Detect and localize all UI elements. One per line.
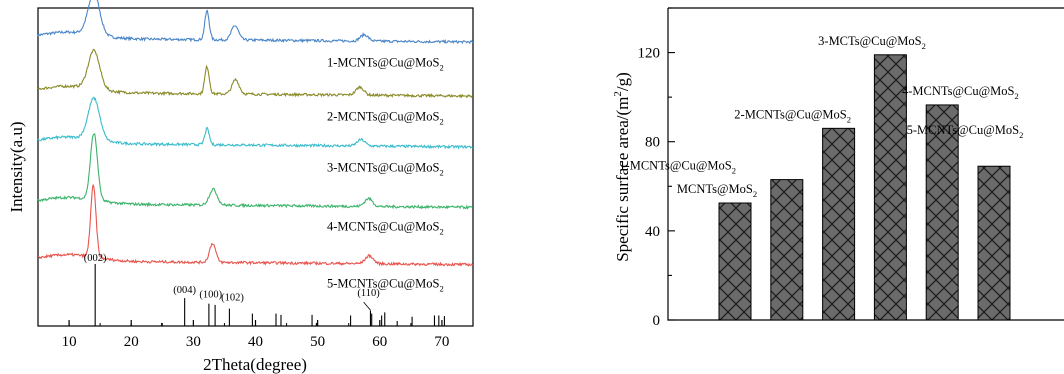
bar-y-axis-title-main: Specific surface area/(m [613,97,632,262]
bar-category-label: 5-MCNTs@Cu@MoS2 [907,123,1024,140]
xrd-series-label-sub: 2 [439,63,443,73]
xrd-y-axis-title: Intensity(a.u) [7,121,26,212]
xrd-x-tick-label: 20 [124,334,139,350]
bar-category-label: MCNTs@MoS2 [677,182,757,199]
xrd-x-tick-label: 60 [372,334,387,350]
xrd-series-label-sub: 2 [439,226,443,236]
xrd-series-label-sub: 2 [439,284,443,294]
xrd-series-label: 3-MCNTs@Cu@MoS2 [327,160,444,177]
xrd-x-tick-label: 70 [434,334,449,350]
xrd-series-label-main: 1-MCNTs@Cu@MoS [327,56,439,70]
xrd-series-label-sub: 2 [439,167,443,177]
xrd-series-label-main: 4-MCNTs@Cu@MoS [327,219,439,233]
xrd-series-label-sub: 2 [439,117,443,127]
xrd-peak-label: (004) [173,285,196,296]
bar-category-label-main: 5-MCNTs@Cu@MoS [907,123,1019,137]
xrd-chart: 10 20 30 40 50 60 70 (002) (004) (100) (102) (110)… [7,0,474,374]
xrd-110-pointer [363,301,371,311]
bar-category-label-sub: 2 [922,41,926,51]
xrd-x-tick-label: 50 [310,334,325,350]
xrd-series-label: 2-MCNTs@Cu@MoS2 [327,110,444,127]
xrd-series-label-main: 2-MCNTs@Cu@MoS [327,110,439,124]
xrd-series-line [37,96,474,150]
xrd-series-label-main: 5-MCNTs@Cu@MoS [327,277,439,291]
bar-category-label-main: 4-MCNTs@Cu@MoS [902,84,1014,98]
bar-category-label-sub: 2 [732,166,736,176]
xrd-series-label: 1-MCNTs@Cu@MoS2 [327,56,444,73]
bar-category-label-sub: 2 [1019,130,1023,140]
bar-category-label-main: 2-MCNTs@Cu@MoS [734,107,846,121]
xrd-x-tick-label: 30 [186,334,201,350]
xrd-peak-label: (100) [199,290,222,301]
xrd-series-group [37,0,474,267]
bar-y-axis-title-sup: 2 [612,91,624,97]
xrd-series-line [37,184,474,267]
bar-y-tick-label: 80 [645,135,660,151]
bar [873,54,907,321]
xrd-x-tick-label: 40 [248,334,263,350]
bar-category-label: 2-MCNTs@Cu@MoS2 [734,107,851,124]
xrd-reference-lines [68,263,445,326]
bar-category-label-sub: 2 [847,114,851,124]
bar-y-axis-title: Specific surface area/(m2/g) [612,72,632,262]
bar-category-labels: MCNTs@MoS21-MCNTs@Cu@MoS22-MCNTs@Cu@MoS2… [619,34,1023,199]
xrd-series-line [37,0,474,45]
bar-category-label-main: 1-MCNTs@Cu@MoS [619,159,731,173]
xrd-series-labels: 1-MCNTs@Cu@MoS22-MCNTs@Cu@MoS23-MCNTs@Cu… [327,56,444,294]
bar-category-label: 1-MCNTs@Cu@MoS2 [619,159,736,176]
xrd-peak-annotations: (002) (004) (100) (102) (110) [84,253,380,311]
bar-category-label-main: MCNTs@MoS [677,182,753,196]
xrd-series-label: 4-MCNTs@Cu@MoS2 [327,219,444,236]
xrd-series-line [37,48,473,99]
bar [718,202,752,321]
xrd-peak-label: (102) [221,293,244,304]
bar [770,179,804,321]
bar-y-axis-title-end: /g) [613,72,632,91]
bar-y-ticks: 0 40 80 120 [638,7,675,329]
bar-category-label-sub: 2 [753,189,757,199]
bar [822,127,856,321]
bar-category-label-main: 3-MCTs@Cu@MoS [818,34,921,48]
xrd-series-line [37,132,474,210]
xrd-peak-label: (002) [84,253,107,264]
xrd-series-label: 5-MCNTs@Cu@MoS2 [327,277,444,294]
bar [977,165,1011,321]
bar-y-tick-label: 40 [645,224,660,240]
bar-category-label: 4-MCNTs@Cu@MoS2 [902,84,1019,101]
bar-category-label-sub: 2 [1014,91,1018,101]
xrd-x-ticks: 10 20 30 40 50 60 70 [37,320,474,350]
xrd-x-tick-label: 10 [62,334,77,350]
bar-y-tick-label: 120 [638,46,661,62]
bar-y-tick-label: 0 [653,313,661,329]
xrd-series-label-main: 3-MCNTs@Cu@MoS [327,160,439,174]
bar-category-label: 3-MCTs@Cu@MoS2 [818,34,926,51]
bar [925,104,959,321]
xrd-peak-label: (110) [357,288,380,299]
bar-bars-group [718,54,1011,321]
xrd-x-axis-title: 2Theta(degree) [203,355,307,374]
